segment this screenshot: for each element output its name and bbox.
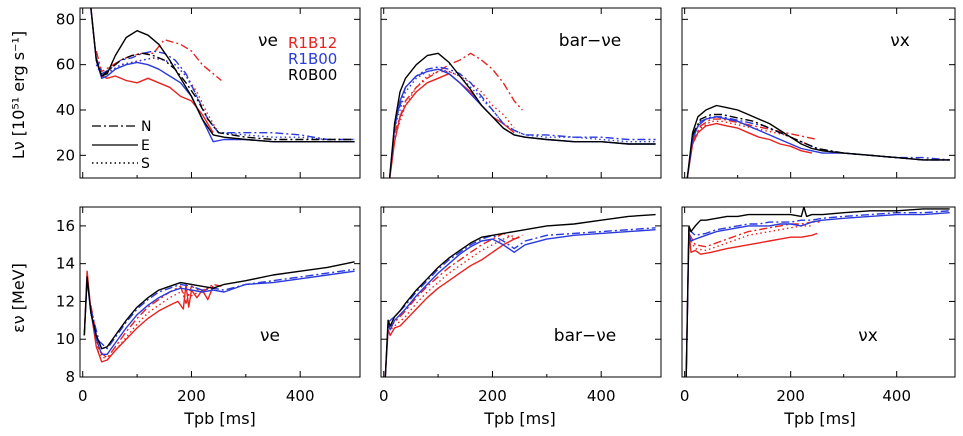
series-r1b00-s [95, 57, 355, 141]
x-tick-label: 400 [286, 387, 315, 405]
flavor-label: νe [258, 31, 278, 51]
legend-dir-s: S [141, 156, 150, 172]
y-axis-label-energy: εν [MeV] [9, 263, 28, 333]
series-r1b12-e [685, 228, 818, 377]
series-group [83, 261, 355, 363]
legend-directions: N E S [92, 119, 151, 172]
panel-frame [79, 7, 361, 179]
series-r1b12-s [688, 225, 812, 252]
panel-energy-3: 0 200 400 νx [680, 206, 956, 405]
legend-dir-n: N [141, 119, 151, 135]
series-r1b00-e [388, 68, 656, 178]
y-axis-label-luminosity: Lν [10⁵¹ erg s⁻¹] [9, 31, 28, 159]
series-r1b12-s [90, 285, 214, 361]
series-r0b00-n [691, 113, 950, 161]
legend-model-r0b00: R0B00 [288, 66, 337, 84]
y-tick-label: 10 [56, 330, 75, 348]
panel-frame [380, 7, 662, 179]
series-r1b12-n [393, 52, 523, 133]
panel-energy-1: 0 200 400 8 10 12 14 16 νe [56, 206, 361, 405]
x-tick-label: 200 [478, 387, 507, 405]
series-r1b00-n [393, 66, 656, 141]
x-tick-label: 400 [882, 387, 911, 405]
series-r0b00-n [95, 52, 355, 141]
series-r1b00-n [90, 268, 355, 350]
series-r1b12-s [387, 234, 515, 333]
panels-layer: 20 40 60 80 νe bar−νe νx 0 200 400 8 10 12 14 16 νe 0 200… [56, 7, 956, 405]
series-r0b00-e [388, 52, 656, 178]
series-r1b12-e [90, 8, 214, 134]
y-tick-label: 12 [56, 292, 75, 310]
series-group [384, 213, 656, 377]
panel-energy-2: 0 200 400 bar−νe [379, 206, 662, 405]
series-r1b00-e [384, 229, 656, 377]
series-r0b00-e [83, 261, 355, 350]
panel-frame [681, 206, 956, 378]
series-r1b12-s [393, 70, 515, 138]
legend-dir-e: E [141, 138, 150, 154]
panel-luminosity-3: νx [681, 7, 956, 179]
series-r1b00-e [685, 212, 950, 377]
series-r1b12-e [384, 236, 520, 377]
panel-frame [79, 206, 361, 378]
x-tick-label: 0 [680, 387, 690, 405]
y-tick-label: 60 [56, 56, 75, 74]
flavor-label: bar−νe [554, 326, 616, 346]
x-tick-label: 400 [587, 387, 616, 405]
series-r0b00-e [384, 213, 656, 377]
series-r0b00-e [685, 207, 950, 377]
x-tick-label: 0 [379, 387, 389, 405]
series-group [388, 52, 656, 178]
series-r1b12-n [95, 39, 222, 82]
legend-model-r1b00: R1B00 [288, 50, 337, 68]
x-axis-label-right: Tpb [ms] [783, 409, 856, 428]
panel-frame [380, 206, 662, 378]
series-group [685, 207, 950, 377]
flavor-label: bar−νe [559, 31, 621, 51]
panel-luminosity-2: bar−νe [380, 7, 662, 179]
series-r0b00-e [686, 104, 950, 178]
series-r1b12-s [691, 120, 807, 145]
y-tick-label: 8 [65, 368, 75, 386]
series-r1b00-e [83, 270, 355, 355]
x-axis-label-middle: Tpb [ms] [483, 409, 556, 428]
series-r1b12-n [691, 118, 818, 143]
series-r1b00-n [387, 227, 656, 323]
series-r1b12-e [389, 72, 515, 178]
series-group [90, 8, 355, 143]
legend-model-r1b12: R1B12 [288, 34, 337, 52]
y-tick-label: 16 [56, 217, 75, 235]
series-group [686, 104, 950, 178]
x-axis-label-left: Tpb [ms] [183, 409, 256, 428]
panel-luminosity-1: 20 40 60 80 νe [56, 7, 361, 179]
flavor-label: νx [890, 31, 910, 51]
y-tick-label: 14 [56, 255, 75, 273]
series-r1b12-e [686, 122, 813, 178]
y-tick-label: 40 [56, 101, 75, 119]
flavor-label: νe [260, 326, 280, 346]
y-tick-label: 80 [56, 10, 75, 28]
y-tick-label: 20 [56, 146, 75, 164]
x-tick-label: 0 [78, 387, 88, 405]
legend-models: R1B12 R1B00 R0B00 [288, 34, 337, 84]
panel-frame [681, 7, 956, 179]
x-tick-label: 200 [177, 387, 206, 405]
x-tick-label: 200 [776, 387, 805, 405]
series-r1b12-n [90, 283, 222, 359]
flavor-label: νx [858, 326, 878, 346]
